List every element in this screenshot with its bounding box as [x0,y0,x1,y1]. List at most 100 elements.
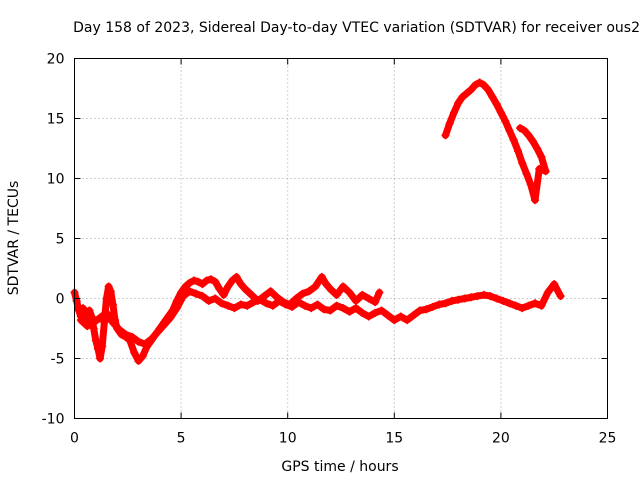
data-point [134,337,143,346]
data-point [422,305,431,314]
y-tick-label: 15 [47,112,65,128]
data-point [511,301,520,310]
data-point [520,126,529,135]
data-point [217,299,226,308]
data-point [447,296,456,305]
data-point [91,336,100,345]
data-point [383,311,392,320]
chart-title: Day 158 of 2023, Sidereal Day-to-day VTE… [73,20,640,36]
data-point [224,301,233,310]
plot-frame [74,58,608,419]
data-point [262,299,271,308]
data-point [232,272,241,281]
x-tick-label: 20 [492,431,510,447]
data-point [108,300,117,309]
data-point [185,287,194,296]
data-point [236,300,245,309]
data-point [499,296,508,305]
data-point [322,280,331,289]
data-point [305,287,314,296]
data-point [339,304,348,313]
data-point [102,294,111,303]
data-point [471,80,480,89]
data-point [224,282,233,291]
x-axis-label: GPS time / hours [281,459,398,475]
data-point [339,282,348,291]
series-group [441,78,548,205]
series-group [70,272,384,365]
data-point [332,301,341,310]
data-point [313,300,322,309]
data-point [475,78,484,87]
data-point [228,276,237,285]
x-tick-label: 5 [177,431,186,447]
data-point [189,276,198,285]
data-point [479,290,488,299]
data-point [409,311,418,320]
data-point [268,301,277,310]
data-point [130,348,139,357]
data-point [462,89,471,98]
data-point [371,298,380,307]
data-point [473,292,482,301]
data-point [518,304,527,313]
data-point [326,284,335,293]
series-group [516,124,550,176]
data-point [441,131,450,140]
data-point [415,306,424,315]
data-point [181,282,190,291]
data-point [206,275,215,284]
data-point [317,272,326,281]
data-point [249,298,258,307]
data-point [79,304,88,313]
data-point [484,85,493,94]
data-point [89,318,98,327]
data-point [537,152,546,161]
data-point [518,158,527,167]
x-tick-label: 25 [599,431,617,447]
data-point [100,318,109,327]
data-point [300,301,309,310]
data-point [467,293,476,302]
data-point [241,284,250,293]
data-point [496,108,505,117]
data-point [307,304,316,313]
data-point [428,302,437,311]
data-point [467,85,476,94]
data-point [166,313,175,322]
data-point [134,356,143,365]
data-point [76,316,85,325]
data-point [358,290,367,299]
y-tick-label: 0 [56,292,65,308]
x-tick-label: 0 [70,431,79,447]
data-point [556,292,565,301]
data-point [115,325,124,334]
data-point [87,312,96,321]
y-tick-label: -5 [51,352,65,368]
data-point [345,288,354,297]
data-point [194,277,203,286]
data-point [543,288,552,297]
data-point [138,352,147,361]
data-point [488,92,497,101]
data-point [458,92,467,101]
data-point [230,304,239,313]
data-point [85,306,94,315]
data-point [364,294,373,303]
data-point [332,290,341,299]
data-point [351,304,360,313]
data-point [294,298,303,307]
data-point [371,308,380,317]
data-point [185,278,194,287]
data-point [198,292,207,301]
data-point [102,308,111,317]
data-point [390,316,399,325]
data-point [509,136,518,145]
data-point [528,137,537,146]
data-point [435,300,444,309]
data-point [513,146,522,155]
data-point [454,295,463,304]
data-point [172,304,181,313]
data-point [108,318,117,327]
